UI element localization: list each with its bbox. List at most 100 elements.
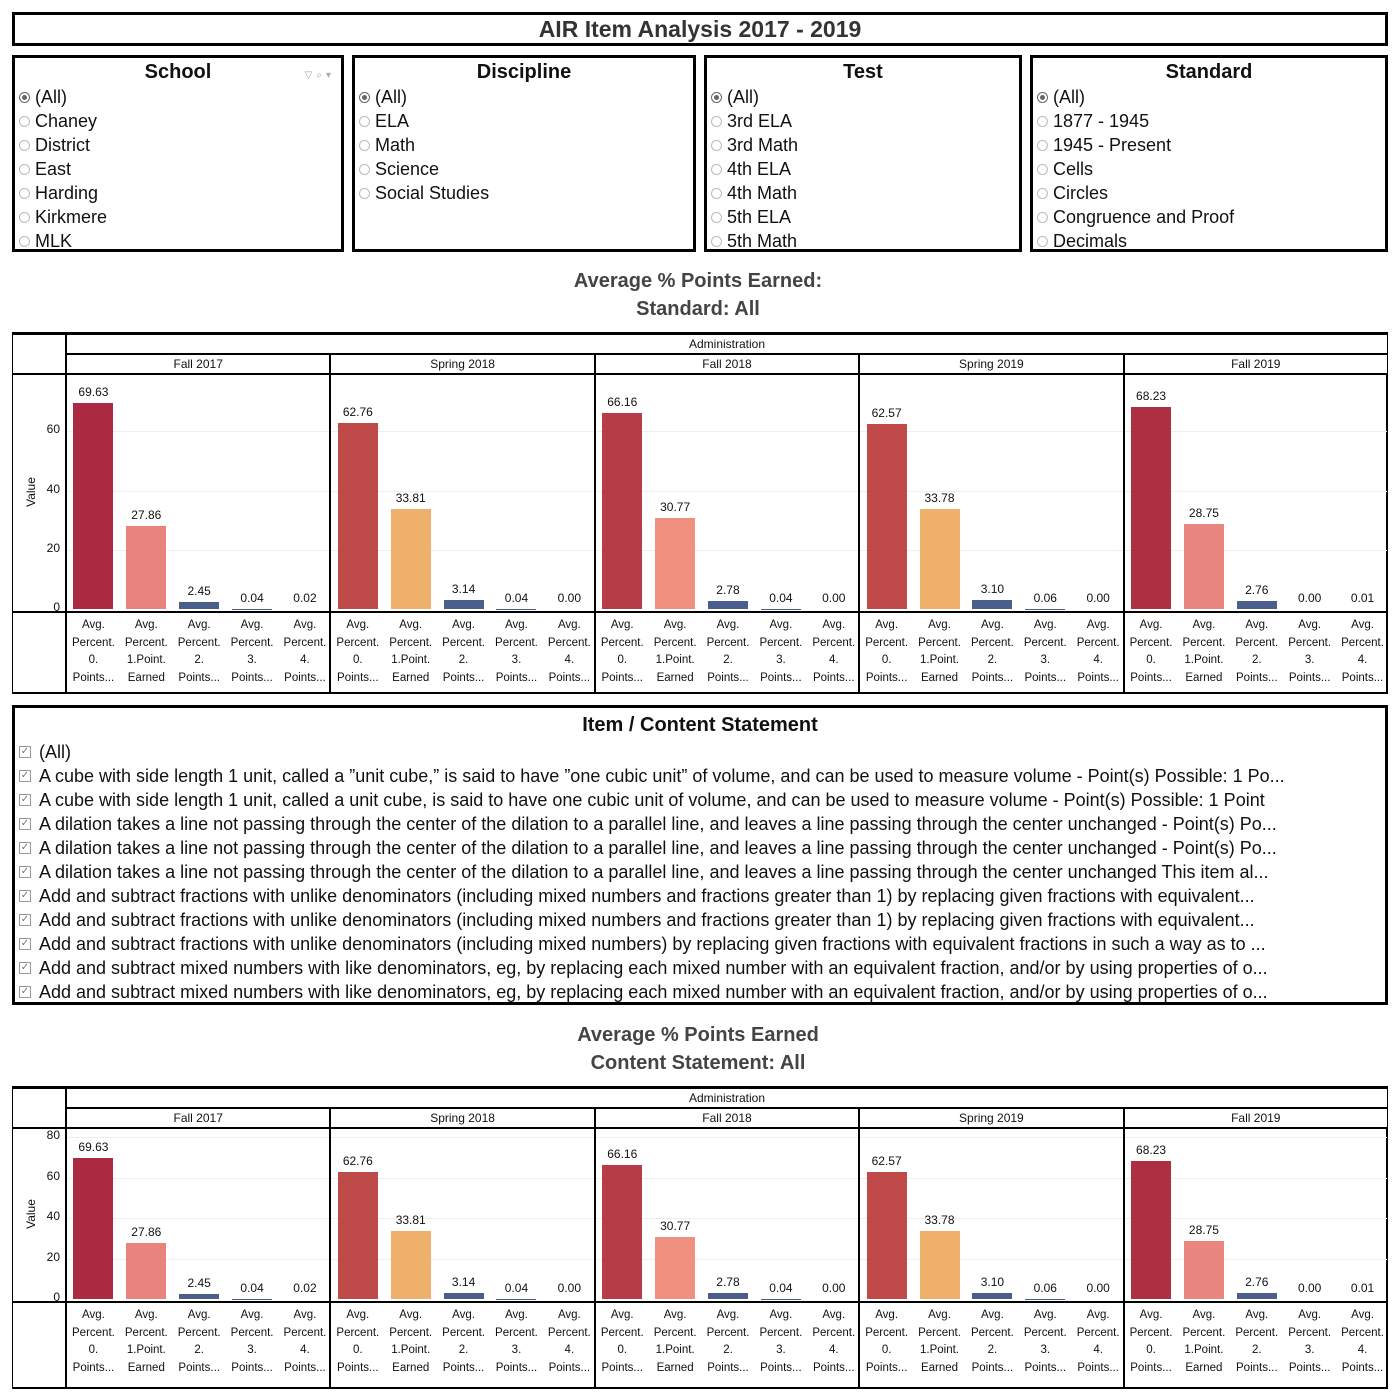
radio-button[interactable]: [359, 139, 370, 151]
checkbox-checked-icon[interactable]: ✓: [19, 794, 31, 806]
checkbox-option[interactable]: ✓ Add and subtract fractions with unlike …: [15, 884, 1385, 908]
filter-icon[interactable]: ▽: [304, 70, 317, 81]
filter-option[interactable]: ELA: [355, 109, 693, 133]
radio-button[interactable]: [1037, 163, 1048, 175]
bar[interactable]: [919, 1230, 960, 1299]
bar[interactable]: [1183, 523, 1224, 609]
radio-button[interactable]: [711, 163, 722, 175]
radio-button[interactable]: [19, 163, 30, 175]
bar[interactable]: [655, 1236, 696, 1299]
checkbox-option[interactable]: ✓ (All): [15, 740, 1385, 764]
bar[interactable]: [443, 1292, 484, 1299]
bar[interactable]: [1131, 406, 1172, 609]
filter-option[interactable]: 5th Math: [707, 229, 1019, 249]
bar[interactable]: [972, 599, 1013, 609]
radio-button[interactable]: [1037, 211, 1048, 223]
bar[interactable]: [1183, 1240, 1224, 1299]
checkbox-option[interactable]: ✓ Add and subtract fractions with unlike …: [15, 908, 1385, 932]
checkbox-option[interactable]: ✓ A cube with side length 1 unit, called …: [15, 764, 1385, 788]
filter-option[interactable]: 4th Math: [707, 181, 1019, 205]
bar[interactable]: [866, 423, 907, 609]
checkbox-option[interactable]: ✓ A cube with side length 1 unit, called …: [15, 788, 1385, 812]
item-content-statement-filter[interactable]: Item / Content Statement ✓ (All) ✓ A cube w…: [12, 705, 1388, 1005]
bar[interactable]: [73, 402, 114, 609]
filter-option[interactable]: 5th ELA: [707, 205, 1019, 229]
radio-button[interactable]: [1037, 115, 1048, 127]
filter-option[interactable]: 3rd Math: [707, 133, 1019, 157]
filter-option[interactable]: 3rd ELA: [707, 109, 1019, 133]
bar[interactable]: [1236, 1293, 1277, 1299]
checkbox-option[interactable]: ✓ A dilation takes a line not passing thr…: [15, 812, 1385, 836]
filter-option[interactable]: (All): [15, 85, 341, 109]
dropdown-arrow-icon[interactable]: ▾: [325, 70, 335, 81]
bar[interactable]: [919, 508, 960, 609]
radio-button[interactable]: [711, 139, 722, 151]
filter-option[interactable]: 1877 - 1945: [1033, 109, 1385, 133]
bar[interactable]: [390, 508, 431, 609]
radio-button[interactable]: [19, 211, 30, 223]
bar[interactable]: [126, 1242, 167, 1299]
standard-filter[interactable]: Standard (All) 1877 - 1945 1945 - Present Ce…: [1030, 55, 1388, 252]
radio-button[interactable]: [19, 115, 30, 127]
checkbox-checked-icon[interactable]: ✓: [19, 866, 31, 878]
radio-button[interactable]: [1037, 91, 1048, 103]
filter-option[interactable]: East: [15, 157, 341, 181]
bar[interactable]: [337, 1171, 378, 1299]
bar[interactable]: [1131, 1160, 1172, 1299]
radio-button[interactable]: [359, 91, 370, 103]
bar[interactable]: [655, 517, 696, 609]
checkbox-option[interactable]: ✓ A dilation takes a line not passing thr…: [15, 836, 1385, 860]
checkbox-option[interactable]: ✓ Add and subtract mixed numbers with lik…: [15, 956, 1385, 980]
filter-option[interactable]: Math: [355, 133, 693, 157]
discipline-filter[interactable]: Discipline (All) ELA Math Science Social Stud…: [352, 55, 696, 252]
checkbox-checked-icon[interactable]: ✓: [19, 938, 31, 950]
bar[interactable]: [337, 423, 378, 609]
bar[interactable]: [602, 1165, 643, 1299]
radio-button[interactable]: [711, 91, 722, 103]
radio-button[interactable]: [711, 211, 722, 223]
radio-button[interactable]: [19, 235, 30, 247]
bar[interactable]: [972, 1292, 1013, 1299]
bar[interactable]: [443, 599, 484, 609]
radio-button[interactable]: [711, 235, 722, 247]
filter-option[interactable]: Cells: [1033, 157, 1385, 181]
school-filter[interactable]: School ▽⌕▾ (All) Chaney District East Hardin…: [12, 55, 344, 252]
radio-button[interactable]: [19, 139, 30, 151]
radio-button[interactable]: [1037, 139, 1048, 151]
filter-option[interactable]: (All): [355, 85, 693, 109]
checkbox-checked-icon[interactable]: ✓: [19, 746, 31, 758]
bar[interactable]: [707, 1293, 748, 1299]
filter-option[interactable]: Science: [355, 157, 693, 181]
filter-controls[interactable]: ▽⌕▾: [305, 70, 335, 81]
filter-option[interactable]: Chaney: [15, 109, 341, 133]
search-icon[interactable]: ⌕: [316, 70, 326, 81]
checkbox-checked-icon[interactable]: ✓: [19, 962, 31, 974]
filter-option[interactable]: Kirkmere: [15, 205, 341, 229]
filter-option[interactable]: Circles: [1033, 181, 1385, 205]
bar[interactable]: [390, 1230, 431, 1299]
bar[interactable]: [602, 413, 643, 609]
bar[interactable]: [1236, 600, 1277, 609]
filter-option[interactable]: 1945 - Present: [1033, 133, 1385, 157]
radio-button[interactable]: [711, 115, 722, 127]
radio-button[interactable]: [359, 115, 370, 127]
filter-option[interactable]: District: [15, 133, 341, 157]
filter-option[interactable]: (All): [1033, 85, 1385, 109]
checkbox-checked-icon[interactable]: ✓: [19, 986, 31, 998]
filter-option[interactable]: 4th ELA: [707, 157, 1019, 181]
radio-button[interactable]: [711, 187, 722, 199]
filter-option[interactable]: Decimals: [1033, 229, 1385, 249]
bar[interactable]: [73, 1158, 114, 1299]
bar[interactable]: [126, 526, 167, 609]
filter-option[interactable]: Congruence and Proof: [1033, 205, 1385, 229]
bar[interactable]: [179, 1294, 220, 1299]
checkbox-checked-icon[interactable]: ✓: [19, 842, 31, 854]
filter-option[interactable]: (All): [707, 85, 1019, 109]
bar[interactable]: [866, 1172, 907, 1299]
checkbox-checked-icon[interactable]: ✓: [19, 818, 31, 830]
checkbox-checked-icon[interactable]: ✓: [19, 914, 31, 926]
checkbox-checked-icon[interactable]: ✓: [19, 770, 31, 782]
checkbox-option[interactable]: ✓ Add and subtract mixed numbers with lik…: [15, 980, 1385, 1002]
filter-option[interactable]: Harding: [15, 181, 341, 205]
checkbox-checked-icon[interactable]: ✓: [19, 890, 31, 902]
